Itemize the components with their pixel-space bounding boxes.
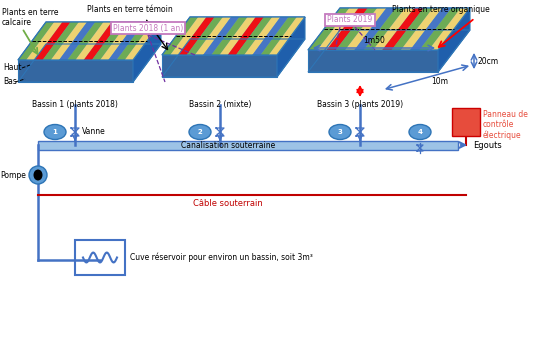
- Polygon shape: [92, 22, 128, 60]
- Polygon shape: [51, 22, 87, 60]
- Polygon shape: [84, 22, 120, 60]
- Polygon shape: [317, 8, 359, 50]
- Text: Câble souterrain: Câble souterrain: [193, 199, 263, 208]
- Text: Vanne: Vanne: [82, 127, 106, 135]
- Text: 3: 3: [338, 129, 343, 135]
- Text: Canalisation souterraine: Canalisation souterraine: [181, 142, 275, 151]
- Polygon shape: [203, 17, 239, 55]
- Text: Plants en terre témoin: Plants en terre témoin: [87, 5, 173, 14]
- Polygon shape: [401, 8, 442, 50]
- Polygon shape: [211, 17, 248, 55]
- Polygon shape: [18, 22, 54, 60]
- Polygon shape: [392, 8, 433, 50]
- Text: Bas: Bas: [3, 78, 17, 86]
- Polygon shape: [354, 8, 396, 50]
- Polygon shape: [373, 8, 414, 50]
- Polygon shape: [18, 60, 133, 82]
- Polygon shape: [326, 8, 368, 50]
- Polygon shape: [277, 17, 305, 77]
- Ellipse shape: [44, 125, 66, 140]
- Polygon shape: [26, 22, 62, 60]
- Text: Cuve réservoir pour environ un bassin, soit 3m³: Cuve réservoir pour environ un bassin, s…: [130, 253, 313, 262]
- Text: 1: 1: [53, 129, 57, 135]
- Polygon shape: [162, 55, 277, 77]
- Polygon shape: [260, 17, 297, 55]
- Polygon shape: [420, 8, 461, 50]
- Polygon shape: [410, 8, 451, 50]
- Polygon shape: [336, 8, 377, 50]
- Polygon shape: [345, 8, 386, 50]
- Polygon shape: [187, 17, 223, 55]
- Text: Pompe: Pompe: [0, 170, 26, 179]
- Text: 1m50: 1m50: [363, 36, 385, 45]
- Polygon shape: [125, 22, 161, 60]
- Polygon shape: [269, 17, 305, 55]
- Polygon shape: [162, 17, 198, 55]
- Polygon shape: [382, 8, 423, 50]
- Text: 20cm: 20cm: [478, 57, 499, 66]
- Polygon shape: [18, 22, 161, 60]
- Text: Plants 2018 (1 an): Plants 2018 (1 an): [113, 24, 183, 33]
- Polygon shape: [228, 17, 264, 55]
- Ellipse shape: [33, 169, 42, 180]
- Text: Haut: Haut: [3, 63, 21, 72]
- Polygon shape: [236, 17, 272, 55]
- Text: 4: 4: [418, 129, 422, 135]
- Polygon shape: [220, 17, 256, 55]
- Polygon shape: [438, 8, 470, 72]
- Polygon shape: [34, 22, 71, 60]
- FancyBboxPatch shape: [452, 108, 480, 136]
- Polygon shape: [162, 17, 305, 55]
- Polygon shape: [108, 22, 145, 60]
- Polygon shape: [429, 8, 470, 50]
- Ellipse shape: [329, 125, 351, 140]
- Polygon shape: [133, 22, 161, 82]
- FancyBboxPatch shape: [38, 141, 458, 150]
- Polygon shape: [244, 17, 280, 55]
- Polygon shape: [308, 50, 438, 72]
- Ellipse shape: [29, 166, 47, 184]
- Text: Bassin 3 (plants 2019): Bassin 3 (plants 2019): [317, 100, 403, 109]
- Polygon shape: [170, 17, 206, 55]
- Text: Bassin 1 (plants 2018): Bassin 1 (plants 2018): [32, 100, 118, 109]
- Polygon shape: [308, 8, 470, 50]
- Ellipse shape: [409, 125, 431, 140]
- Text: Plants 2019: Plants 2019: [327, 15, 373, 24]
- Polygon shape: [364, 8, 405, 50]
- Text: 10m: 10m: [431, 78, 449, 86]
- Polygon shape: [68, 22, 103, 60]
- Polygon shape: [178, 17, 214, 55]
- Polygon shape: [76, 22, 111, 60]
- Text: Panneau de
contrôle
électrique: Panneau de contrôle électrique: [483, 110, 528, 140]
- Text: Plants en terre
calcaire: Plants en terre calcaire: [2, 8, 58, 27]
- Polygon shape: [252, 17, 288, 55]
- Text: Egouts: Egouts: [473, 141, 502, 150]
- Polygon shape: [308, 8, 349, 50]
- Polygon shape: [195, 17, 231, 55]
- Ellipse shape: [189, 125, 211, 140]
- Polygon shape: [116, 22, 153, 60]
- Polygon shape: [43, 22, 79, 60]
- Text: Plants en terre organique: Plants en terre organique: [392, 5, 490, 14]
- Polygon shape: [100, 22, 136, 60]
- Text: 2: 2: [198, 129, 203, 135]
- Polygon shape: [59, 22, 95, 60]
- Text: Bassin 2 (mixte): Bassin 2 (mixte): [189, 100, 251, 109]
